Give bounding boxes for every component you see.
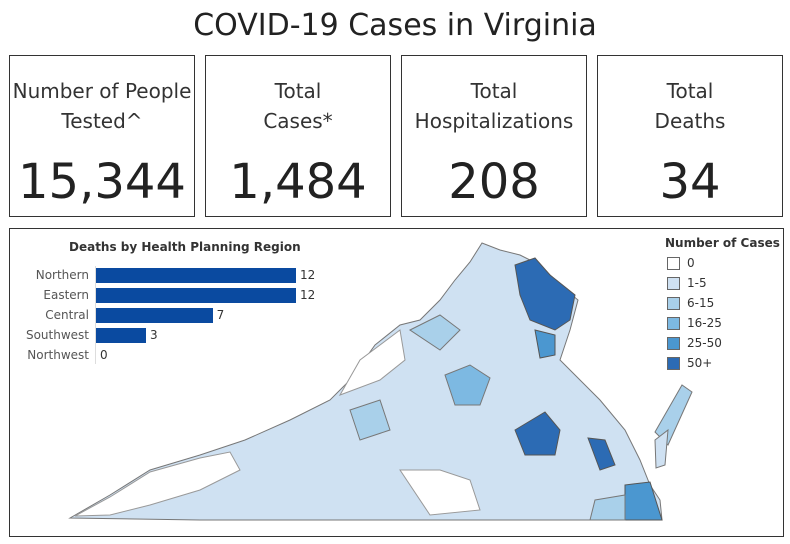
bar-chart-title: Deaths by Health Planning Region — [69, 240, 301, 254]
legend-label: 16-25 — [687, 316, 722, 330]
bar[interactable] — [96, 288, 296, 303]
map-panel — [9, 228, 784, 537]
legend-swatch[interactable] — [667, 357, 680, 370]
bar-value: 12 — [300, 288, 316, 302]
card-label: Tested^ — [61, 109, 143, 133]
county-mid — [349, 399, 391, 441]
card-deaths: Total Deaths 34 — [597, 55, 783, 217]
county-mid — [444, 364, 491, 406]
page-title: COVID-19 Cases in Virginia — [193, 8, 597, 43]
legend-label: 6-15 — [687, 296, 715, 310]
county-mid — [534, 329, 556, 359]
county-zero — [399, 469, 481, 516]
legend-label: 50+ — [687, 356, 713, 370]
legend-label: 0 — [687, 256, 695, 270]
county-zero — [338, 329, 406, 396]
legend-label: 1-5 — [687, 276, 707, 290]
bar[interactable] — [96, 268, 296, 283]
card-label: Deaths — [654, 109, 726, 133]
bar-value: 7 — [216, 308, 225, 322]
legend-swatch[interactable] — [667, 277, 680, 290]
bar[interactable] — [96, 328, 146, 343]
card-label: Hospitalizations — [414, 109, 574, 133]
bar-value: 3 — [150, 328, 158, 342]
card-people-tested: Number of People Tested^ 15,344 — [9, 55, 195, 217]
legend-swatch[interactable] — [667, 297, 680, 310]
legend-swatch[interactable] — [667, 257, 680, 270]
card-value: 1,484 — [229, 154, 367, 210]
bar-label: Eastern — [43, 288, 89, 302]
card-label: Total — [274, 79, 322, 103]
bar-value: 12 — [300, 268, 316, 282]
county-high — [624, 481, 663, 521]
legend-label: 25-50 — [687, 336, 722, 350]
county-high — [514, 257, 576, 331]
bar-value: 0 — [100, 348, 108, 362]
card-label: Cases* — [263, 109, 333, 133]
county-high — [587, 437, 616, 471]
county-mid — [409, 314, 461, 351]
card-hospitalizations: Total Hospitalizations 208 — [401, 55, 587, 217]
legend-title: Number of Cases — [665, 236, 780, 250]
card-value: 34 — [659, 154, 721, 210]
card-label: Total — [470, 79, 518, 103]
bar-label: Central — [45, 308, 89, 322]
legend-swatch[interactable] — [667, 317, 680, 330]
card-label: Total — [666, 79, 714, 103]
card-total-cases: Total Cases* 1,484 — [205, 55, 391, 217]
eastern-shore — [654, 428, 669, 469]
county-zero — [74, 451, 241, 517]
bar-label: Southwest — [25, 328, 89, 342]
bar-label: Northwest — [27, 348, 89, 362]
county-high — [514, 411, 561, 456]
county-mid — [589, 494, 626, 521]
bar-label: Northern — [35, 268, 89, 282]
card-value: 208 — [448, 154, 540, 210]
bar[interactable] — [96, 308, 213, 323]
card-label: Number of People — [12, 79, 192, 103]
legend-swatch[interactable] — [667, 337, 680, 350]
card-value: 15,344 — [18, 154, 186, 210]
bar-axis — [95, 266, 96, 364]
